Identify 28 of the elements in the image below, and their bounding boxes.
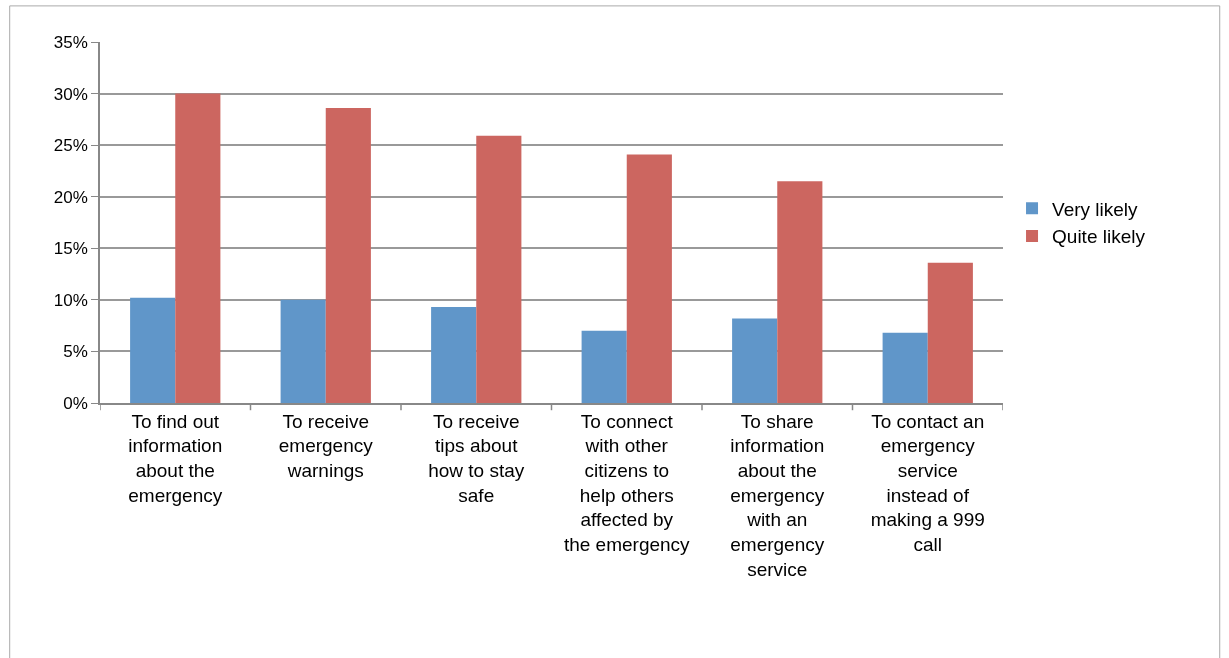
x-tick-label: To share information about the emergency with an emergency service <box>730 410 825 580</box>
y-tick-label: 5% <box>63 342 88 362</box>
y-tick-label: 20% <box>53 187 88 207</box>
y-tick-label: 35% <box>53 32 88 52</box>
bar <box>130 297 176 403</box>
bar <box>777 181 823 403</box>
bar <box>175 93 221 403</box>
bar <box>626 154 672 403</box>
bar <box>581 330 627 403</box>
y-tick-label: 0% <box>63 393 88 413</box>
x-tick-label: To receive emergency warnings <box>278 410 374 481</box>
bar <box>732 318 778 403</box>
y-tick-label: 25% <box>53 136 88 156</box>
y-tick-label: 10% <box>53 290 88 310</box>
bar <box>280 299 326 403</box>
x-tick-label: To connect with other citizens to help others affected by the emergency <box>563 410 691 556</box>
y-tick-label: 15% <box>53 239 88 259</box>
x-tick-label: To find out information about the emergency <box>128 410 223 506</box>
legend-label: Quite likely <box>1052 226 1146 248</box>
x-tick-label: To contact an emergency service instead of making a 999 call <box>870 410 985 556</box>
legend-label: Very likely <box>1052 198 1139 220</box>
y-tick-label: 30% <box>53 84 88 104</box>
bar <box>927 262 973 403</box>
bar <box>476 135 522 403</box>
bar <box>325 108 371 403</box>
bar <box>431 307 477 403</box>
x-tick-label: To receive tips about how to stay safe <box>428 410 525 506</box>
bar <box>882 332 928 403</box>
